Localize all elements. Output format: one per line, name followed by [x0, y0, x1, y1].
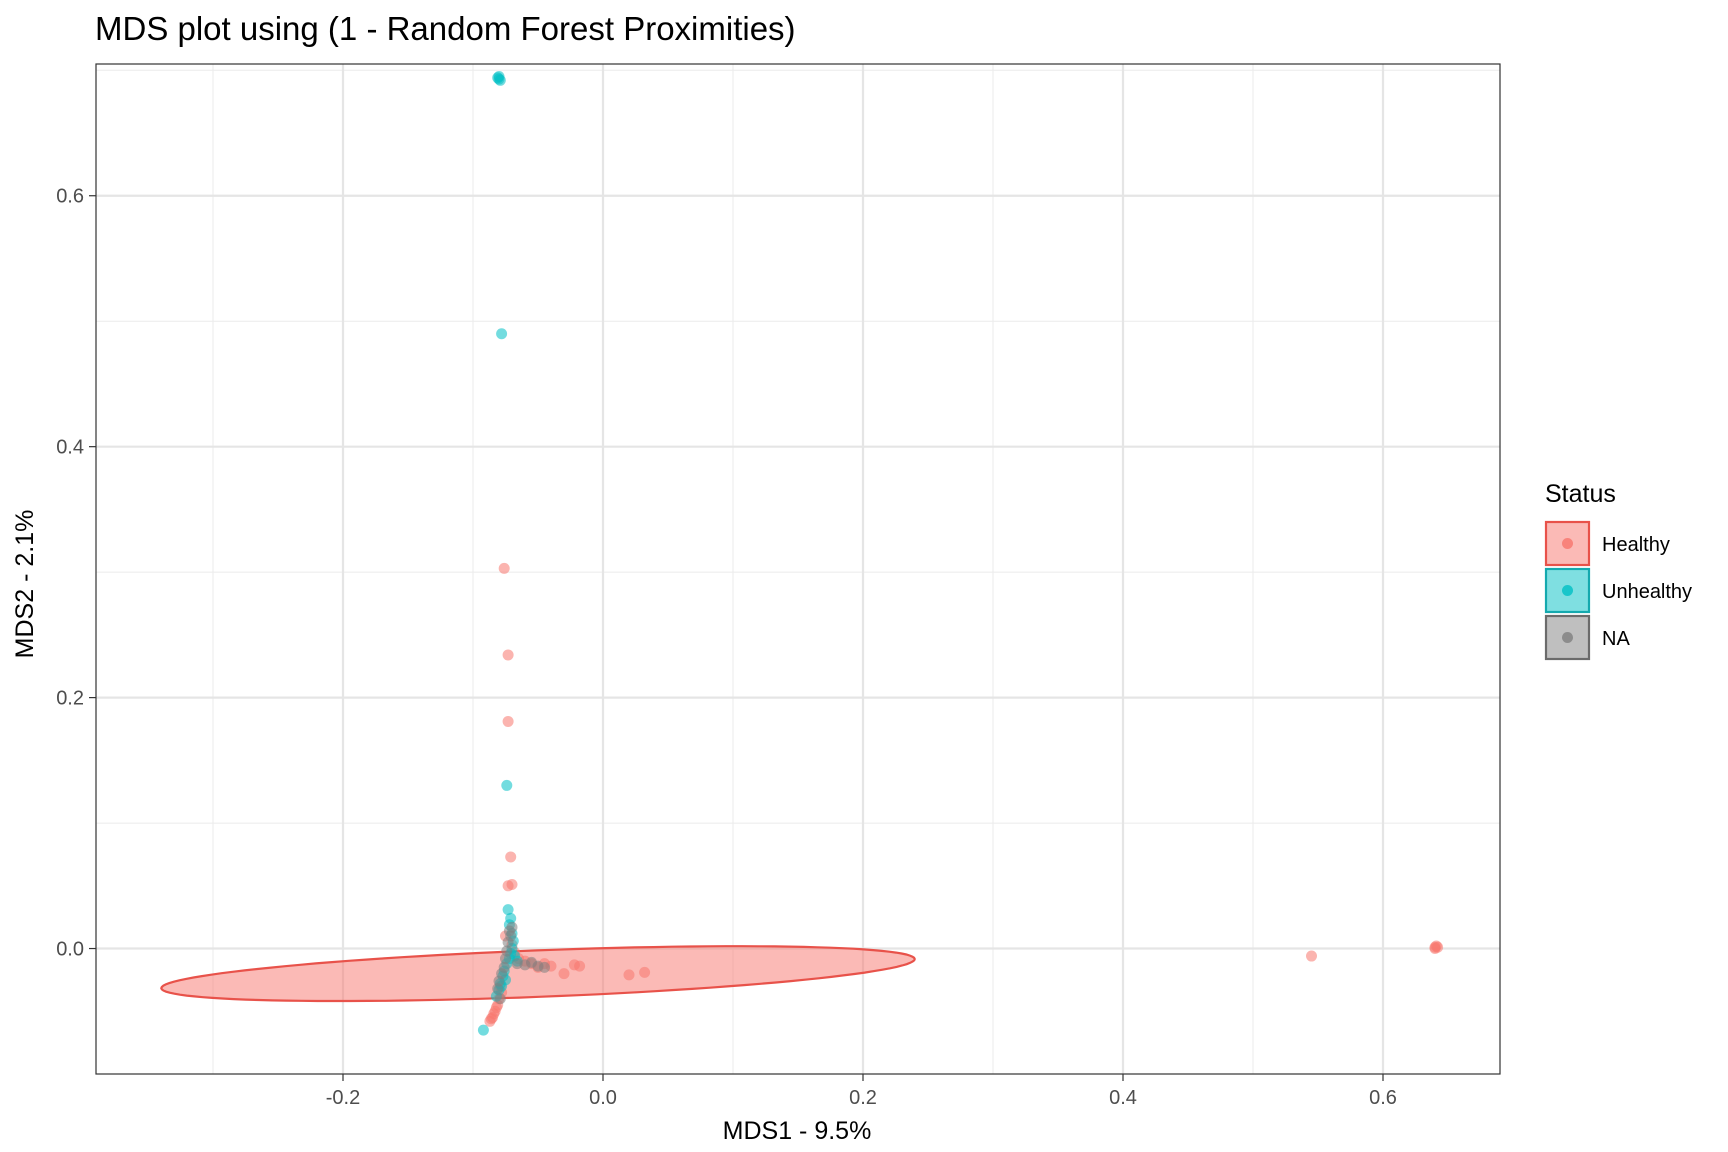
y-tick-label: 0.2 [56, 688, 84, 710]
plot-panel [95, 63, 1501, 1075]
ellipse-layer [160, 945, 916, 1003]
data-point-na [494, 993, 506, 1005]
data-point-healthy [639, 966, 651, 978]
data-point-na [506, 921, 518, 933]
data-point-healthy [1306, 950, 1317, 962]
data-point-unhealthy [501, 779, 513, 791]
data-point-na [500, 953, 511, 965]
legend-point-na [1562, 632, 1573, 643]
x-axis: -0.2 0.0 0.2 0.4 0.6 [326, 1074, 1397, 1109]
data-point-healthy [558, 968, 570, 980]
x-tick-label: 0.6 [1369, 1087, 1397, 1109]
legend-label-healthy: Healthy [1602, 534, 1670, 556]
x-tick-label: 0.0 [589, 1087, 617, 1109]
legend-title: Status [1545, 480, 1616, 508]
data-point-unhealthy [477, 1024, 489, 1036]
data-point-unhealthy [496, 328, 508, 340]
legend: Status Healthy Unhealthy NA [1544, 480, 1692, 661]
x-tick-label: 0.4 [1109, 1087, 1137, 1109]
panel-background [96, 64, 1500, 1074]
data-point-unhealthy [502, 904, 514, 916]
legend-point-healthy [1562, 538, 1573, 549]
data-point-na [502, 936, 514, 948]
legend-items: Healthy Unhealthy NA [1544, 520, 1692, 661]
y-tick-label: 0.6 [56, 186, 84, 208]
x-tick-label: 0.2 [849, 1087, 877, 1109]
data-point-healthy [485, 1013, 497, 1025]
data-point-healthy [506, 879, 518, 891]
points-layer [477, 71, 1444, 1036]
panel-border [95, 63, 1501, 1075]
data-point-healthy [502, 715, 514, 727]
data-point-healthy [574, 960, 586, 972]
healthy-confidence-ellipse [160, 945, 916, 1003]
data-point-healthy [502, 649, 514, 661]
data-point-healthy [498, 562, 510, 574]
chart-title: MDS plot using (1 - Random Forest Proxim… [95, 10, 796, 47]
data-point-healthy [1432, 941, 1444, 953]
data-point-unhealthy [492, 72, 504, 84]
data-point-na [492, 983, 504, 995]
grid-major [96, 64, 1500, 1074]
y-tick-label: 0.4 [56, 437, 84, 459]
y-axis-title: MDS2 - 2.1% [11, 510, 39, 659]
data-point-na [539, 961, 550, 973]
y-axis: 0.0 0.2 0.4 0.6 [56, 186, 96, 961]
x-tick-label: -0.2 [326, 1087, 360, 1109]
x-axis-title: MDS1 - 9.5% [723, 1117, 872, 1145]
legend-label-na: NA [1602, 628, 1630, 650]
data-point-healthy [505, 851, 517, 863]
legend-label-unhealthy: Unhealthy [1602, 581, 1692, 603]
legend-point-unhealthy [1562, 585, 1573, 596]
y-tick-label: 0.0 [56, 939, 84, 961]
data-point-healthy [623, 969, 635, 981]
